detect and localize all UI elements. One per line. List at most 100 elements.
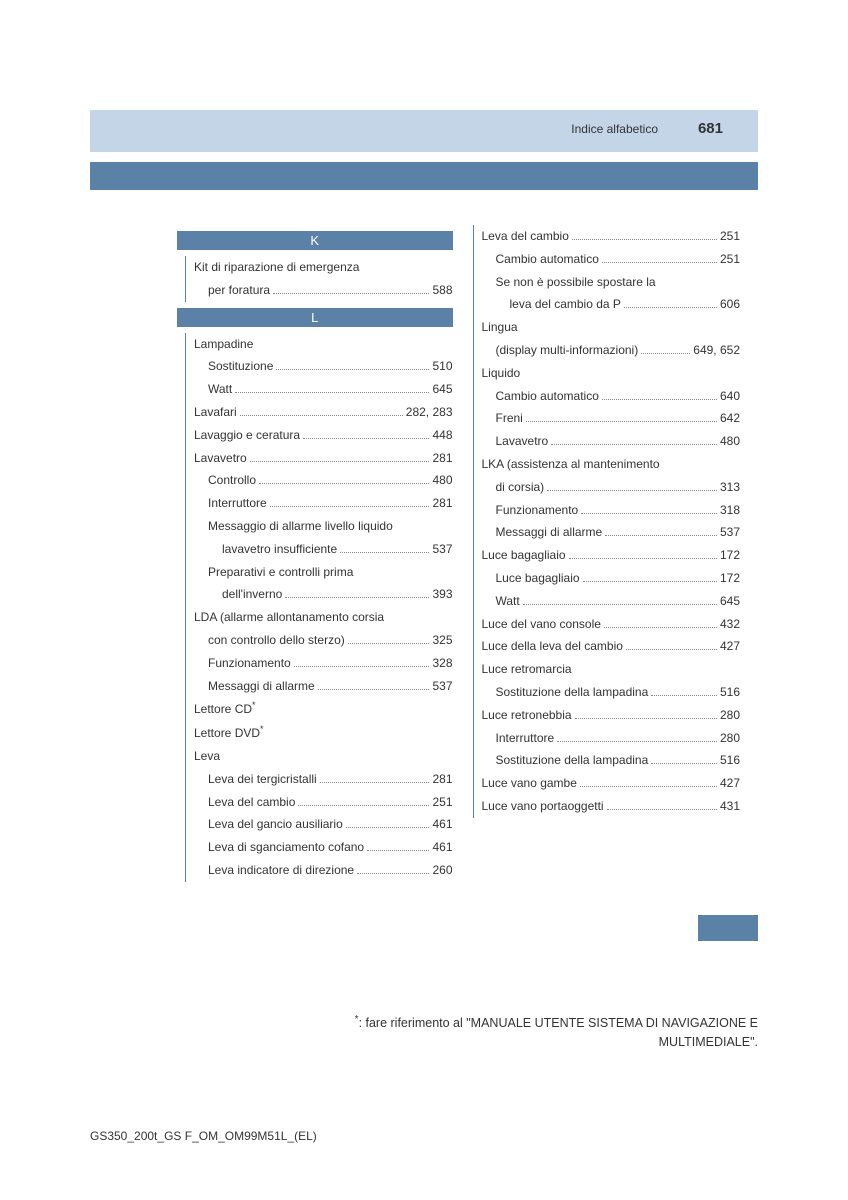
entry-label: Liquido	[482, 362, 521, 385]
index-entry: Messaggi di allarme 537	[194, 675, 453, 698]
index-entry: Luce retronebbia 280	[482, 704, 741, 727]
entry-pages: 325	[432, 629, 452, 652]
leader-dots	[285, 597, 429, 598]
page-header: Indice alfabetico 681	[90, 110, 758, 190]
entry-label: lavavetro insufficiente	[222, 538, 337, 561]
entry-label: Lavaggio e ceratura	[194, 424, 300, 447]
entry-label: Watt	[496, 590, 520, 613]
entry-label: Messaggio di allarme livello liquido	[208, 515, 393, 538]
index-entry: Funzionamento318	[482, 499, 741, 522]
leader-dots	[602, 399, 717, 400]
entry-label: Luce retronebbia	[482, 704, 572, 727]
entry-pages: 280	[720, 704, 740, 727]
header-title: Indice alfabetico	[571, 122, 658, 136]
entry-label: Interruttore	[496, 727, 555, 750]
leader-dots	[523, 604, 717, 605]
index-entry: di corsia)313	[482, 476, 741, 499]
entry-label: Luce del vano console	[482, 613, 601, 636]
leader-dots	[273, 293, 429, 294]
index-entry: Luce bagagliaio172	[482, 544, 741, 567]
entry-label: Luce bagagliaio	[496, 567, 580, 590]
entry-label: Watt	[208, 378, 232, 401]
entry-pages: 642	[720, 407, 740, 430]
left-column: KKit di riparazione di emergenzaper fora…	[185, 225, 453, 882]
entry-pages: 537	[720, 521, 740, 544]
leader-dots	[583, 581, 717, 582]
leader-dots	[572, 239, 717, 240]
footnote-text: : fare riferimento al "MANUALE UTENTE SI…	[359, 1016, 758, 1049]
entry-pages: 251	[720, 225, 740, 248]
entry-label: Leva del gancio ausiliario	[208, 813, 343, 836]
entry-label: Luce bagagliaio	[482, 544, 566, 567]
entry-pages: 537	[432, 675, 452, 698]
leader-dots	[294, 666, 430, 667]
entry-pages: 251	[432, 791, 452, 814]
entry-label: per foratura	[208, 279, 270, 302]
entry-label: Messaggi di allarme	[496, 521, 603, 544]
entry-pages: 427	[720, 772, 740, 795]
entry-pages: 645	[432, 378, 452, 401]
entry-pages: 510	[432, 355, 452, 378]
index-entry: Luce vano gambe 427	[482, 772, 741, 795]
entry-label: Funzionamento	[496, 499, 579, 522]
entry-label: Leva	[194, 745, 220, 768]
entry-pages: 516	[720, 749, 740, 772]
index-entry: Freni 642	[482, 407, 741, 430]
leader-dots	[298, 805, 429, 806]
entry-label: Sostituzione della lampadina	[496, 681, 649, 704]
index-content: KKit di riparazione di emergenzaper fora…	[185, 225, 740, 882]
entry-pages: 606	[720, 293, 740, 316]
entry-label: Freni	[496, 407, 523, 430]
index-entry: Watt 645	[194, 378, 453, 401]
index-entry: Watt 645	[482, 590, 741, 613]
index-entry: Controllo480	[194, 469, 453, 492]
index-entry: Cambio automatico640	[482, 385, 741, 408]
index-entry: Messaggio di allarme livello liquido	[194, 515, 453, 538]
leader-dots	[626, 649, 717, 650]
leader-dots	[580, 786, 717, 787]
leader-dots	[581, 513, 717, 514]
index-entry: LDA (allarme allontanamento corsia	[194, 606, 453, 629]
entry-pages: 281	[432, 447, 452, 470]
entry-pages: 537	[432, 538, 452, 561]
leader-dots	[604, 627, 717, 628]
entry-label: Luce retromarcia	[482, 658, 572, 681]
entry-label: Luce vano gambe	[482, 772, 577, 795]
entry-label: Funzionamento	[208, 652, 291, 675]
entry-label: Lingua	[482, 316, 518, 339]
entry-label: LDA (allarme allontanamento corsia	[194, 606, 384, 629]
leader-dots	[276, 369, 429, 370]
entry-label: Lavavetro	[496, 430, 549, 453]
index-entry: Sostituzione della lampadina516	[482, 749, 741, 772]
entry-pages: 645	[720, 590, 740, 613]
leader-dots	[340, 552, 429, 553]
leader-dots	[624, 307, 717, 308]
entry-label: LKA (assistenza al mantenimento	[482, 453, 660, 476]
entry-pages: 280	[720, 727, 740, 750]
leader-dots	[367, 850, 429, 851]
index-entry: Preparativi e controlli prima	[194, 561, 453, 584]
index-entry: Luce del vano console432	[482, 613, 741, 636]
index-entry: Leva dei tergicristalli281	[194, 768, 453, 791]
leader-dots	[551, 444, 717, 445]
entry-label: Lavavetro	[194, 447, 247, 470]
entry-pages: 461	[432, 836, 452, 859]
entry-label: Interruttore	[208, 492, 267, 515]
leader-dots	[526, 421, 717, 422]
entry-label: Messaggi di allarme	[208, 675, 315, 698]
index-entry: Leva del cambio251	[194, 791, 453, 814]
entry-pages: 431	[720, 795, 740, 818]
footer-doc-code: GS350_200t_GS F_OM_OM99M51L_(EL)	[90, 1129, 317, 1143]
index-entry: Luce della leva del cambio427	[482, 635, 741, 658]
index-entry: Sostituzione della lampadina516	[482, 681, 741, 704]
entry-label: (display multi-informazioni)	[496, 339, 639, 362]
entry-label: Lettore CD*	[194, 697, 256, 721]
index-entry: Liquido	[482, 362, 741, 385]
entry-label: con controllo dello sterzo)	[208, 629, 345, 652]
index-entry: Sostituzione510	[194, 355, 453, 378]
index-entry: LKA (assistenza al mantenimento	[482, 453, 741, 476]
entry-pages: 251	[720, 248, 740, 271]
entry-pages: 588	[432, 279, 452, 302]
leader-dots	[607, 809, 717, 810]
asterisk-icon: *	[252, 700, 256, 710]
